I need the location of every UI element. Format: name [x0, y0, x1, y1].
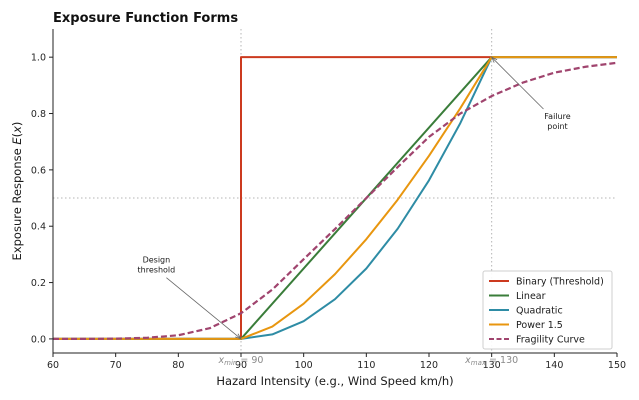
- legend-label-2: Quadratic: [516, 306, 563, 317]
- failure-arrow-head: [490, 56, 498, 63]
- xmin-label: xmin = 90: [218, 355, 264, 367]
- y-tick-label: 0.0: [31, 334, 46, 345]
- y-axis-title: Exposure Response E(x): [10, 122, 24, 261]
- y-tick-label: 0.6: [31, 165, 46, 176]
- design-annotation-text: Design threshold: [138, 256, 176, 275]
- x-tick-label: 70: [110, 360, 122, 371]
- series-line-2: [53, 56, 617, 340]
- legend-label-0: Binary (Threshold): [516, 277, 604, 288]
- y-tick-label: 1.0: [31, 53, 46, 64]
- series-line-4: [53, 61, 618, 341]
- design-annotation-arrow: [166, 277, 242, 340]
- x-tick-label: 130: [483, 360, 501, 371]
- x-tick-label: 100: [295, 360, 313, 371]
- x-tick-label: 140: [545, 360, 563, 371]
- x-tick-label: 150: [608, 360, 626, 371]
- x-tick-label: 110: [357, 360, 375, 371]
- legend: Binary (Threshold) Linear Quadratic Power 1…: [482, 270, 613, 350]
- x-tick-label: 90: [235, 360, 247, 371]
- x-tick-label: 60: [47, 360, 59, 371]
- y-tick-label: 0.8: [31, 109, 46, 120]
- series-line-3: [53, 56, 617, 340]
- x-tick-label: 120: [420, 360, 438, 371]
- y-tick-label: 0.2: [31, 278, 46, 289]
- xmax-label: xmax = 130: [464, 355, 518, 367]
- legend-label-1: Linear: [516, 291, 546, 302]
- y-tick-label: 0.4: [31, 222, 46, 233]
- x-tick-label: 80: [172, 360, 184, 371]
- series-group: [53, 56, 618, 341]
- failure-annotation-text: Failure point: [544, 112, 570, 131]
- legend-label-3: Power 1.5: [516, 320, 563, 331]
- failure-annotation-arrow: [491, 56, 544, 110]
- legend-box: [482, 270, 613, 350]
- annotations: xmin = 90 xmax = 130 Design threshold Failur…: [138, 56, 571, 367]
- design-arrow-head: [235, 333, 242, 340]
- legend-label-4: Fragility Curve: [516, 335, 585, 346]
- axes: 60 70 80 90 100 110 120 130 140 150 0.0 0.2 0.4 0.6 0.…: [31, 29, 626, 371]
- chart-title: Exposure Function Forms: [53, 11, 238, 26]
- x-axis-title: Hazard Intensity (e.g., Wind Speed km/h): [216, 374, 453, 388]
